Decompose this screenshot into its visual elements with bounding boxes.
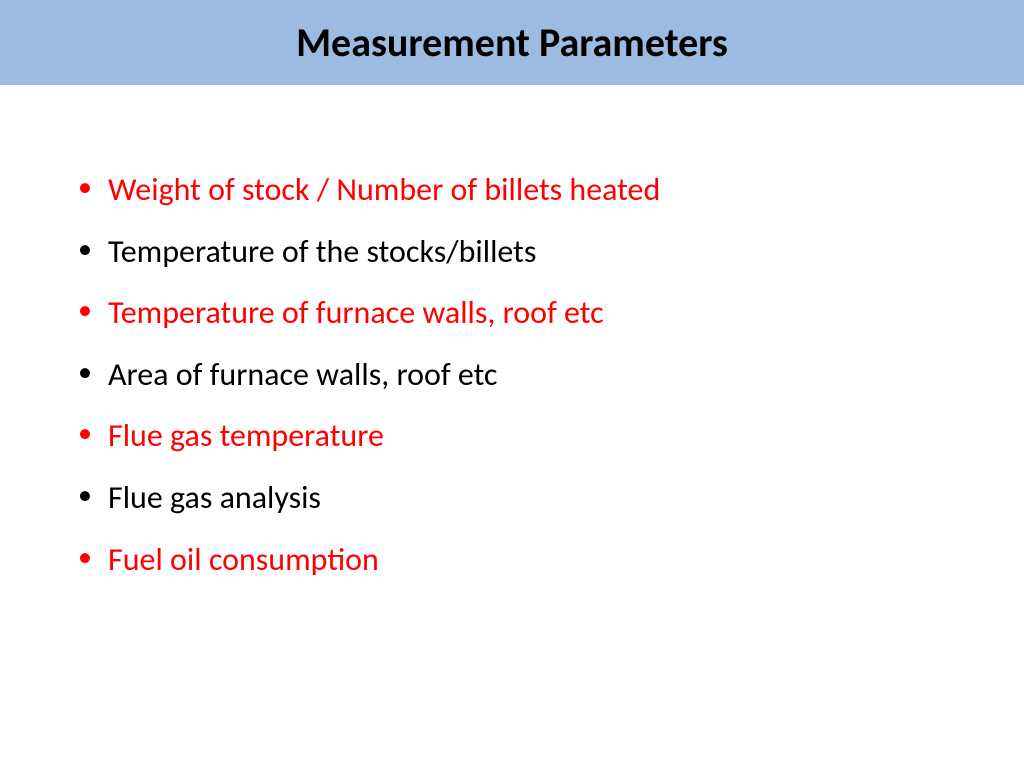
- slide-title: Measurement Parameters: [0, 18, 1024, 67]
- list-item: Flue gas temperature: [60, 411, 964, 461]
- list-item-text: Flue gas analysis: [108, 478, 321, 517]
- list-item: Temperature of furnace walls, roof etc: [60, 288, 964, 338]
- slide-header: Measurement Parameters: [0, 0, 1024, 85]
- list-item: Temperature of the stocks/billets: [60, 227, 964, 277]
- list-item: Area of furnace walls, roof etc: [60, 350, 964, 400]
- list-item: Weight of stock / Number of billets heat…: [60, 165, 964, 215]
- list-item-text: Temperature of furnace walls, roof etc: [108, 293, 604, 332]
- slide-content: Weight of stock / Number of billets heat…: [0, 85, 1024, 584]
- list-item: Flue gas analysis: [60, 473, 964, 523]
- parameter-list: Weight of stock / Number of billets heat…: [60, 165, 964, 584]
- list-item-text: Weight of stock / Number of billets heat…: [108, 170, 660, 209]
- list-item-text: Area of furnace walls, roof etc: [108, 355, 497, 394]
- list-item-text: Temperature of the stocks/billets: [108, 232, 536, 271]
- list-item: Fuel oil consumption: [60, 535, 964, 585]
- list-item-text: Fuel oil consumption: [108, 540, 379, 579]
- list-item-text: Flue gas temperature: [108, 416, 384, 455]
